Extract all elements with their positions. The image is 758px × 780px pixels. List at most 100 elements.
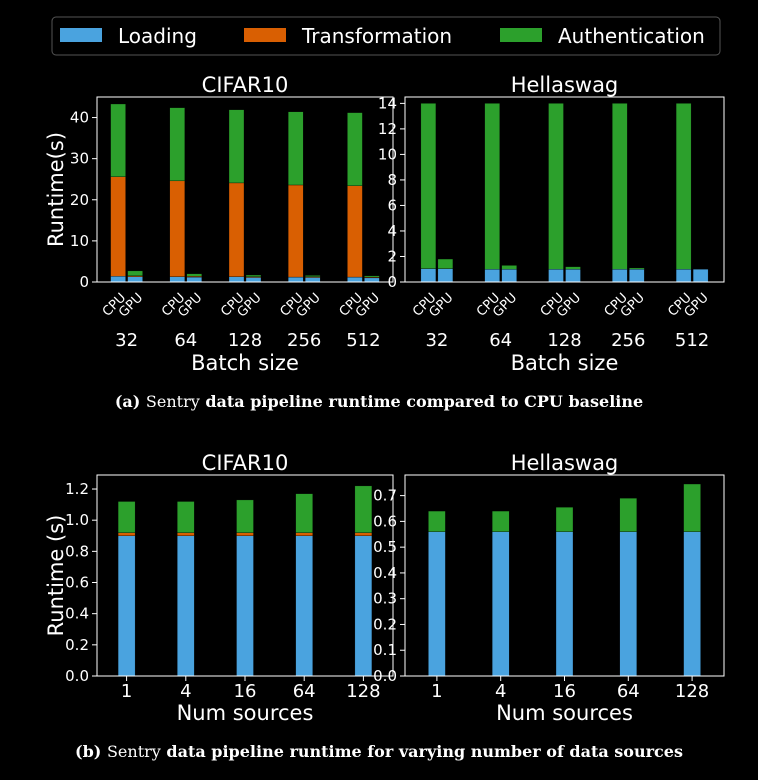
axes-frame [404,474,725,677]
axes-frame [96,474,394,677]
category-label: 4 [495,681,506,702]
bar-authentication-1 [428,510,446,532]
y-tick-label: 0.1 [373,641,397,659]
category-label: 32 [425,330,448,351]
category-label: 64 [617,681,640,702]
y-tick-label: 0.4 [373,564,397,582]
bar-authentication-256-gpu [629,267,645,270]
category-label: 128 [346,681,380,702]
category-label: 16 [234,681,257,702]
category-label: 512 [346,330,380,351]
y-tick-label: 10 [378,145,397,163]
y-tick-label: 20 [70,191,89,209]
bar-authentication-64 [619,498,637,532]
y-tick-label: 1.0 [65,511,89,529]
bar-authentication-64-gpu [186,273,202,277]
bar-authentication-32-gpu [127,270,143,276]
bar-loading-256-cpu [612,269,628,283]
bar-loading-1 [117,535,136,677]
bar-transformation-32-cpu [110,176,126,277]
chart-title: CIFAR10 [202,73,289,97]
legend-swatch-authentication [500,28,542,42]
caption-a-text: data pipeline runtime compared to CPU ba… [205,392,644,411]
y-tick-label: 0 [387,273,397,291]
bar-authentication-64-gpu [501,265,517,270]
bar-loading-4 [492,531,510,677]
caption-a-plain: Sentry [145,392,200,411]
category-label: 128 [547,330,581,351]
axes-frame [96,96,394,283]
bar-authentication-512-cpu [347,112,363,186]
bar-transformation-4 [177,532,195,536]
legend-label-loading: Loading [118,24,197,48]
y-tick-label: 0.2 [65,636,89,654]
y-tick-label: 0 [79,273,89,291]
x-axis-label: Num sources [496,701,633,725]
category-label: 512 [675,330,709,351]
bar-authentication-64-cpu [484,103,500,270]
bar-authentication-128 [683,483,701,532]
bar-loading-32-gpu [437,268,454,283]
bar-loading-128 [354,535,373,677]
bar-authentication-128-cpu [228,109,245,184]
category-label: 64 [489,330,512,351]
legend-label-transformation: Transformation [301,24,452,48]
y-tick-label: 0.6 [373,512,397,530]
y-tick-label: 30 [70,150,89,168]
caption-b-text: data pipeline runtime for varying number… [166,742,683,761]
bar-transformation-128 [354,532,373,536]
y-tick-label: 12 [378,120,397,138]
caption-b-plain: Sentry [106,742,161,761]
legend-swatch-loading [60,28,102,42]
bar-loading-128-cpu [228,276,245,283]
chart-title: CIFAR10 [202,451,289,475]
y-tick-label: 8 [387,171,397,189]
y-tick-label: 0.0 [373,667,397,685]
y-tick-label: 40 [70,109,89,127]
bar-authentication-256-cpu [612,103,628,270]
category-label: 1 [121,681,132,702]
x-axis-label: Num sources [177,701,314,725]
bar-authentication-64-cpu [169,107,185,182]
chart-hellaswag-num-sources: 1 4 16 64 128 0.0 0.1 0.2 0.3 0.4 0.5 0.6 0.7 Hellasw… [373,451,725,725]
y-tick-label: 14 [378,94,397,112]
y-tick-label: 4 [387,222,397,240]
bar-transformation-128-cpu [228,182,245,277]
bar-authentication-1 [117,501,136,533]
y-axis-label: Runtime(s) [44,132,68,247]
bar-loading-512-gpu [364,277,380,283]
caption-b: (b) Sentry data pipeline runtime for var… [0,742,758,761]
y-tick-label: 0.2 [373,615,397,633]
category-label: 128 [675,681,709,702]
y-tick-label: 0.6 [65,574,89,592]
legend-swatch-transformation [244,28,286,42]
bar-loading-64-cpu [484,269,500,283]
bar-authentication-4 [492,510,510,532]
bar-loading-64-cpu [169,276,185,283]
chart-cifar10-num-sources: 1 4 16 64 1280.00.20.40.60.81.01.2CIFAR10Num… [44,451,394,725]
bar-loading-128 [683,531,701,677]
category-label: 128 [228,330,262,351]
bar-authentication-128 [354,485,373,533]
category-label: 64 [293,681,316,702]
bar-authentication-512-cpu [675,103,692,270]
x-axis-label: Batch size [191,351,299,375]
bar-loading-512-gpu [692,269,709,283]
y-tick-label: 0.5 [373,538,397,556]
category-label: 1 [431,681,442,702]
chart-hellaswag-batch-size: CPUGPU32CPUGPU64CPUGPU128CPUGPU256CPUGPU… [378,73,725,375]
bar-transformation-256-cpu [288,184,304,278]
category-label: 256 [611,330,645,351]
bar-loading-256-cpu [288,276,304,283]
bar-authentication-128-gpu [245,274,262,277]
bar-transformation-64 [295,532,313,536]
caption-a: (a) Sentry data pipeline runtime compare… [0,392,758,411]
y-tick-label: 6 [387,196,397,214]
bar-loading-128-cpu [548,269,564,283]
category-label: 16 [553,681,576,702]
bar-authentication-32-cpu [110,103,126,177]
bar-authentication-32-cpu [420,103,437,269]
y-tick-label: 0.4 [65,605,89,623]
bar-authentication-256-gpu [305,275,321,277]
